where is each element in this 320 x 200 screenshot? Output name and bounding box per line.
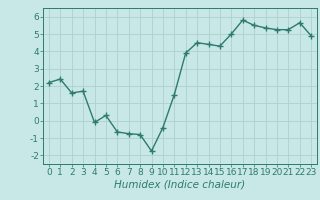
X-axis label: Humidex (Indice chaleur): Humidex (Indice chaleur)	[115, 180, 245, 190]
